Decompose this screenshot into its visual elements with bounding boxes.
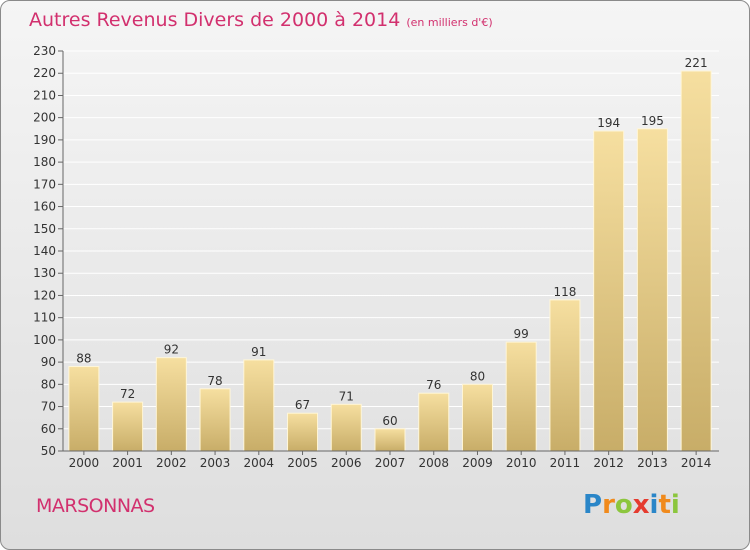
- y-tick-label: 190: [33, 133, 56, 147]
- y-tick-label: 150: [33, 222, 56, 236]
- bar: [155, 357, 187, 452]
- commune-name: MARSONNAS: [36, 495, 155, 517]
- x-tick-label: 2010: [506, 456, 537, 470]
- y-tick-label: 180: [33, 155, 56, 169]
- x-tick-label: 2013: [637, 456, 668, 470]
- y-tick-label: 200: [33, 111, 56, 125]
- y-tick-label: 110: [33, 311, 56, 325]
- y-tick-label: 140: [33, 244, 56, 258]
- y-tick-label: 210: [33, 88, 56, 102]
- y-tick-label: 80: [41, 377, 56, 391]
- bar: [287, 412, 319, 452]
- bar-value-label: 88: [76, 352, 91, 366]
- bar: [374, 428, 406, 452]
- bar-value-label: 118: [553, 285, 576, 299]
- x-tick-label: 2000: [69, 456, 100, 470]
- bar: [243, 359, 275, 452]
- y-tick-label: 160: [33, 200, 56, 214]
- bar-value-label: 71: [339, 389, 354, 403]
- x-tick-label: 2007: [375, 456, 406, 470]
- bar-value-label: 80: [470, 369, 485, 383]
- bar: [680, 70, 712, 452]
- bar-value-label: 67: [295, 398, 310, 412]
- bar: [505, 341, 537, 452]
- bar-value-label: 76: [426, 378, 441, 392]
- bar: [330, 403, 362, 452]
- chart-title: Autres Revenus Divers de 2000 à 2014 (en …: [29, 9, 493, 31]
- y-tick-label: 170: [33, 177, 56, 191]
- x-tick-label: 2001: [112, 456, 143, 470]
- y-tick-label: 100: [33, 333, 56, 347]
- y-tick-label: 50: [41, 444, 56, 458]
- y-tick-label: 70: [41, 400, 56, 414]
- bar-value-label: 221: [685, 56, 708, 70]
- logo-letter: x: [632, 490, 650, 520]
- bar: [593, 130, 625, 452]
- bar-value-label: 91: [251, 345, 266, 359]
- x-tick-label: 2003: [200, 456, 231, 470]
- chart-title-text: Autres Revenus Divers de 2000 à 2014: [29, 9, 401, 31]
- bar: [461, 383, 493, 452]
- logo-letter: i: [649, 490, 659, 520]
- bar: [112, 401, 144, 452]
- x-tick-label: 2011: [550, 456, 581, 470]
- bar-value-label: 60: [382, 414, 397, 428]
- bar-value-label: 92: [164, 343, 179, 357]
- x-tick-label: 2014: [681, 456, 712, 470]
- logo-letter: r: [602, 490, 615, 520]
- x-tick-label: 2006: [331, 456, 362, 470]
- bar: [199, 388, 231, 452]
- x-tick-label: 2008: [418, 456, 449, 470]
- bar: [418, 392, 450, 452]
- bar-value-label: 78: [207, 374, 222, 388]
- x-tick-label: 2009: [462, 456, 493, 470]
- y-tick-label: 90: [41, 355, 56, 369]
- logo-letter: P: [583, 490, 603, 520]
- x-tick-label: 2012: [593, 456, 624, 470]
- bar-value-label: 194: [597, 116, 620, 130]
- x-tick-label: 2002: [156, 456, 187, 470]
- bar-value-label: 195: [641, 114, 664, 128]
- y-tick-label: 120: [33, 288, 56, 302]
- bar: [549, 299, 581, 452]
- y-tick-label: 130: [33, 266, 56, 280]
- bar-value-label: 72: [120, 387, 135, 401]
- bar: [636, 128, 668, 452]
- y-tick-label: 230: [33, 44, 56, 58]
- logo-letter: o: [614, 490, 633, 520]
- y-tick-label: 60: [41, 422, 56, 436]
- bar: [68, 366, 100, 452]
- x-tick-label: 2004: [244, 456, 275, 470]
- logo-letter: t: [658, 490, 671, 520]
- chart-subtitle: (en milliers d'€): [406, 16, 493, 29]
- y-tick-label: 220: [33, 66, 56, 80]
- logo-letter: i: [670, 490, 680, 520]
- x-tick-label: 2005: [287, 456, 318, 470]
- proxiti-logo: Proxiti: [583, 490, 680, 520]
- bar-value-label: 99: [514, 327, 529, 341]
